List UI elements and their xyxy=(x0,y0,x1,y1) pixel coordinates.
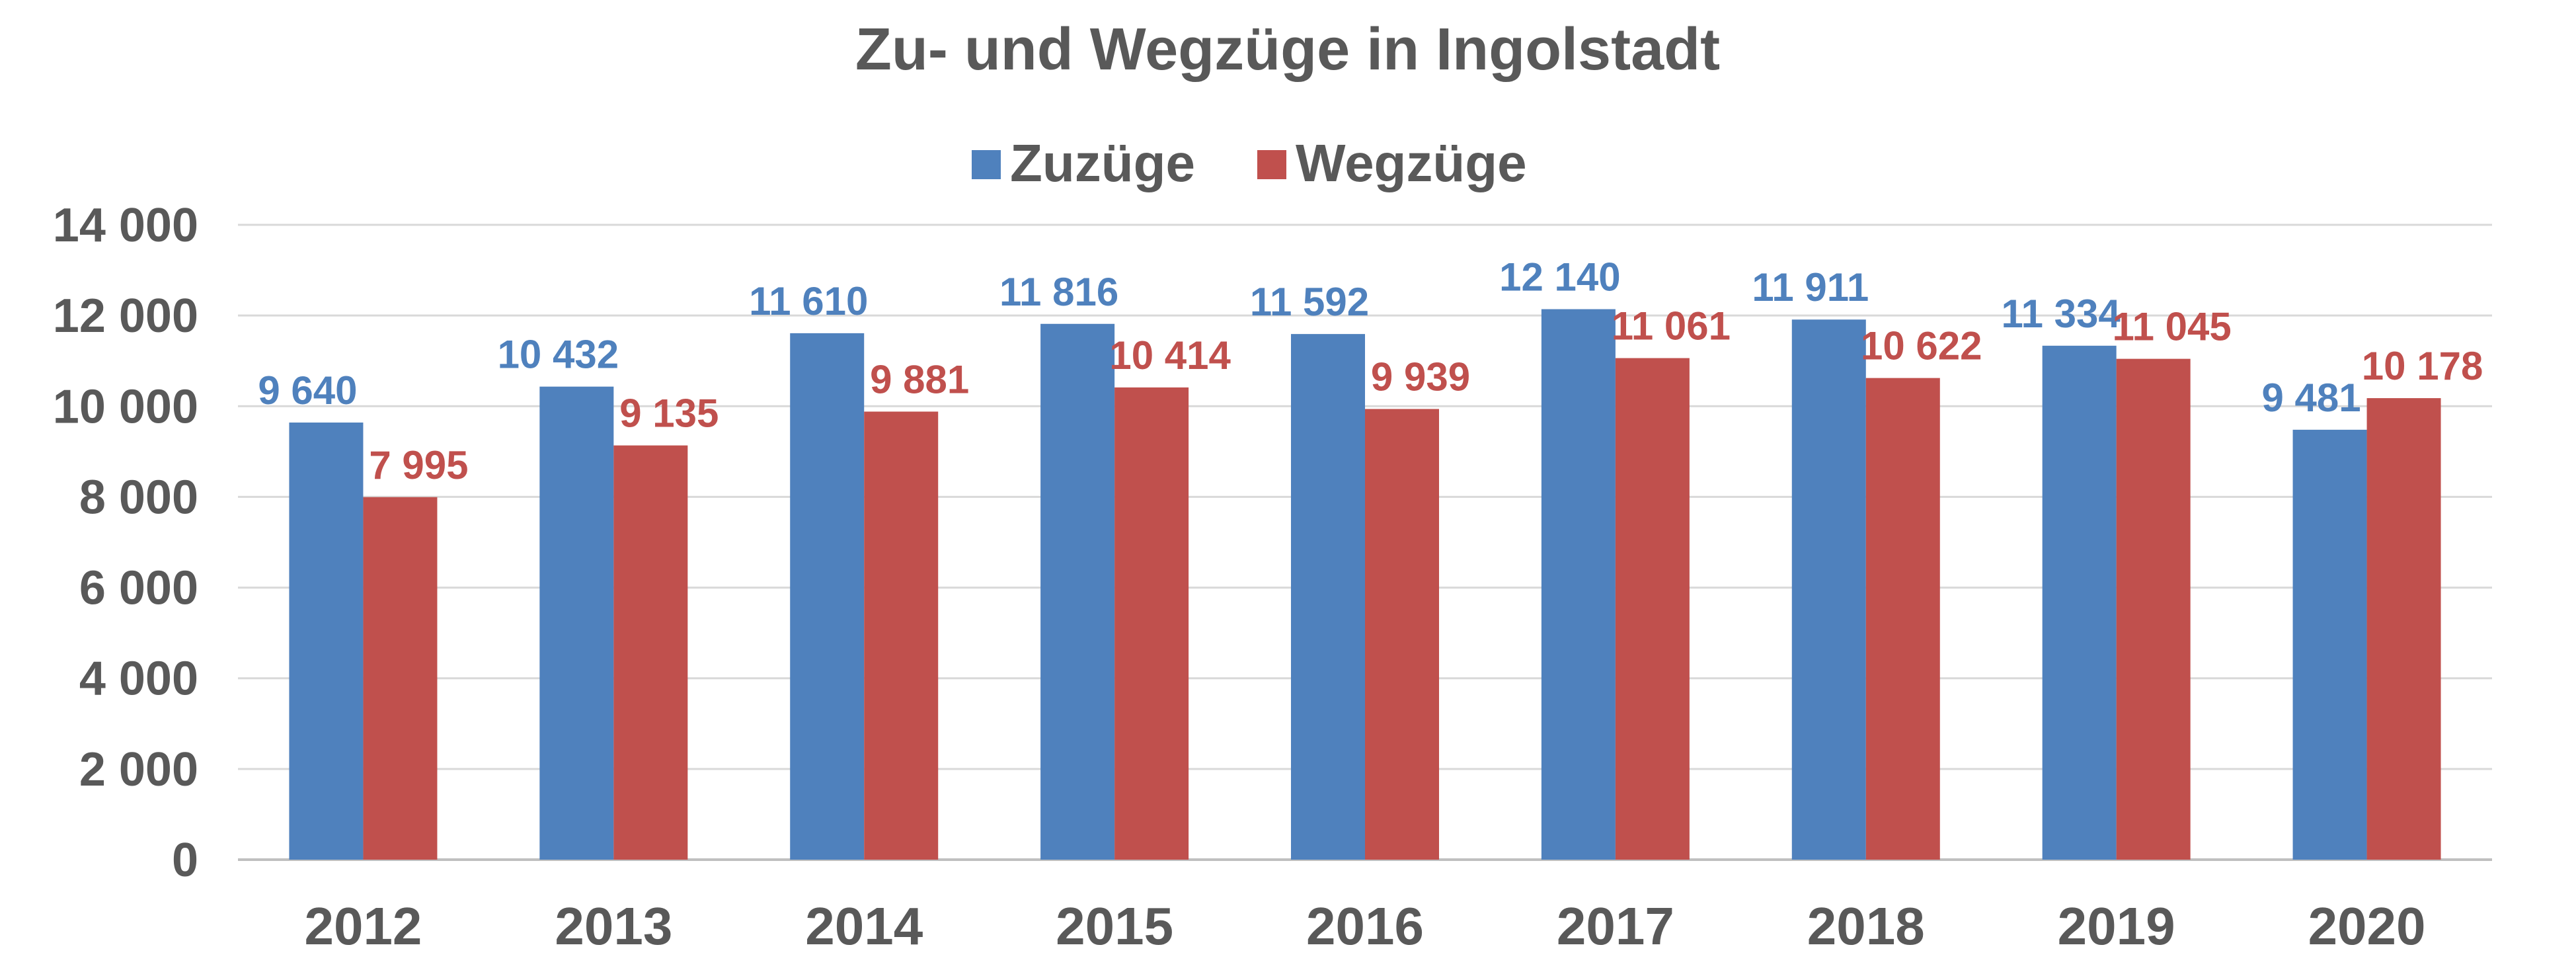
data-label-zuzuege-2012: 9 640 xyxy=(258,368,357,413)
bar-wegzuege-2018 xyxy=(1865,378,1940,860)
data-label-wegzuege-2018: 10 622 xyxy=(1861,324,1982,368)
bar-zuzuege-2012 xyxy=(289,422,364,860)
bar-zuzuege-2019 xyxy=(2042,345,2117,860)
data-label-zuzuege-2016: 11 592 xyxy=(1250,280,1369,324)
x-tick-label: 2013 xyxy=(555,897,672,956)
x-tick-label: 2019 xyxy=(2058,897,2175,956)
bar-wegzuege-2015 xyxy=(1114,387,1189,860)
bar-wegzuege-2014 xyxy=(864,411,939,860)
y-axis: 0 2 000 4 000 6 000 8 000 10 000 12 000 14 000 xyxy=(53,199,198,887)
data-label-zuzuege-2017: 12 140 xyxy=(1499,255,1621,300)
x-tick-label: 2014 xyxy=(805,897,923,956)
bar-wegzuege-2019 xyxy=(2116,358,2191,860)
y-tick-label: 4 000 xyxy=(79,653,198,706)
bars xyxy=(289,309,2441,860)
x-axis: 2012 2013 2014 2015 2016 2017 2018 2019 2020 xyxy=(304,897,2425,956)
bar-wegzuege-2016 xyxy=(1365,409,1439,860)
legend-swatch-zuzuege xyxy=(972,150,1001,179)
bar-zuzuege-2015 xyxy=(1040,323,1115,860)
y-tick-label: 14 000 xyxy=(53,199,198,252)
x-tick-label: 2020 xyxy=(2308,897,2426,956)
bar-zuzuege-2020 xyxy=(2292,429,2367,860)
data-label-zuzuege-2013: 10 432 xyxy=(498,333,619,377)
y-tick-label: 6 000 xyxy=(79,562,198,615)
legend-label-zuzuege: Zuzüge xyxy=(1010,134,1195,192)
data-label-wegzuege-2020: 10 178 xyxy=(2362,344,2483,388)
data-label-wegzuege-2016: 9 939 xyxy=(1371,354,1470,399)
data-label-zuzuege-2014: 11 610 xyxy=(749,279,868,323)
y-tick-label: 2 000 xyxy=(79,743,198,796)
data-label-zuzuege-2015: 11 816 xyxy=(999,270,1118,314)
legend-swatch-wegzuege xyxy=(1257,150,1286,179)
legend-label-wegzuege: Wegzüge xyxy=(1296,134,1527,192)
data-label-zuzuege-2019: 11 334 xyxy=(2002,292,2121,336)
data-label-zuzuege-2018: 11 911 xyxy=(1752,265,1869,309)
data-label-wegzuege-2015: 10 414 xyxy=(1109,333,1231,378)
bar-zuzuege-2016 xyxy=(1291,334,1365,860)
data-label-wegzuege-2017: 11 061 xyxy=(1612,304,1731,348)
bar-wegzuege-2020 xyxy=(2366,398,2441,860)
data-label-wegzuege-2012: 7 995 xyxy=(369,443,468,487)
x-tick-label: 2015 xyxy=(1056,897,1173,956)
bar-zuzuege-2013 xyxy=(539,386,614,860)
y-tick-label: 12 000 xyxy=(53,290,198,343)
chart-title: Zu- und Wegzüge in Ingolstadt xyxy=(855,17,1720,83)
legend: Zuzüge Wegzüge xyxy=(972,134,1527,192)
x-tick-label: 2016 xyxy=(1306,897,1424,956)
x-tick-label: 2018 xyxy=(1807,897,1925,956)
data-label-wegzuege-2014: 9 881 xyxy=(870,357,969,401)
y-tick-label: 0 xyxy=(172,834,198,887)
bar-wegzuege-2012 xyxy=(363,497,438,860)
y-tick-label: 10 000 xyxy=(53,380,198,433)
data-label-zuzuege-2020: 9 481 xyxy=(2261,376,2361,420)
bar-zuzuege-2018 xyxy=(1791,319,1866,860)
x-tick-label: 2017 xyxy=(1557,897,1674,956)
bar-zuzuege-2014 xyxy=(790,333,865,860)
y-tick-label: 8 000 xyxy=(79,471,198,524)
bar-wegzuege-2017 xyxy=(1615,358,1690,860)
data-label-wegzuege-2019: 11 045 xyxy=(2113,305,2232,349)
data-label-wegzuege-2013: 9 135 xyxy=(619,391,719,436)
x-tick-label: 2012 xyxy=(304,897,422,956)
bar-wegzuege-2013 xyxy=(613,445,688,860)
bar-zuzuege-2017 xyxy=(1541,309,1616,860)
